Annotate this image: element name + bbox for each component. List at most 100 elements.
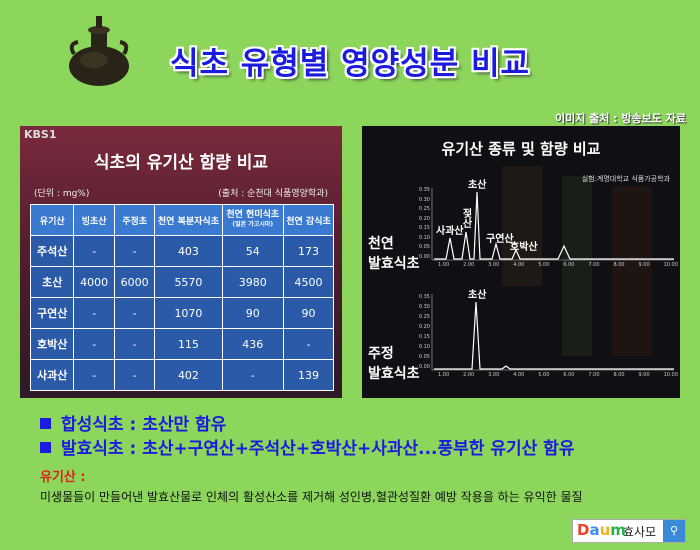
- table-row-label: 주석산: [29, 235, 75, 267]
- y-ticks-top: 0.35 0.30 0.25 0.20 0.15 0.10 0.05 0.00: [406, 186, 430, 262]
- table-header-cell: 유기산: [29, 204, 75, 236]
- table-cell: -: [73, 297, 115, 329]
- table-header-cell: 천연 감식초: [282, 204, 335, 236]
- table-row: 사과산 - - 402 - 139: [29, 359, 335, 391]
- x-tick: 3.00: [488, 262, 500, 268]
- chromatogram-title: 유기산 종류 및 함량 비교: [441, 140, 601, 158]
- y-tick: 0.15: [418, 334, 430, 340]
- table-header-cell: 주정초: [113, 204, 156, 236]
- table-cell: 90: [221, 297, 284, 329]
- table-cell: 403: [154, 235, 223, 267]
- table-cell: -: [113, 359, 156, 391]
- image-source: 이미지 출처 : 방송보도 자료: [554, 112, 686, 125]
- y-tick: 0.00: [418, 253, 430, 260]
- table-row-label: 사과산: [29, 359, 75, 391]
- x-tick: 5.00: [538, 372, 550, 378]
- bullet-text: 발효식초 : 초산+구연산+주석산+호박산+사과산...풍부한 유기산 함유: [61, 439, 575, 459]
- table-cell: 6000: [113, 266, 156, 298]
- x-ticks-bottom: 1.00 2.00 3.00 4.00 5.00 6.00 7.00 8.00 9.00 10.0…: [438, 372, 678, 378]
- y-tick: 0.35: [418, 187, 430, 193]
- table-cell: -: [73, 235, 115, 267]
- table-cell: -: [73, 328, 115, 360]
- y-tick: 0.20: [418, 215, 430, 222]
- y-tick: 0.10: [418, 344, 430, 350]
- alcohol-label-line1: 주정: [368, 346, 394, 362]
- page-title: 식초 유형별 영양성분 비교: [169, 46, 531, 82]
- x-tick: 6.00: [563, 372, 575, 378]
- table-cell: 1070: [154, 297, 223, 329]
- bullet-synthetic-vinegar: 합성식초 : 초산만 함유: [40, 410, 226, 435]
- y-tick: 0.05: [418, 354, 430, 360]
- peak-label-lactic: 젖산: [460, 208, 471, 228]
- search-icon[interactable]: ⚲: [663, 520, 685, 542]
- y-tick: 0.30: [418, 304, 430, 310]
- cafe-name: 효사모: [623, 525, 657, 539]
- daum-cafe-logo[interactable]: Daum 효사모 ⚲: [572, 519, 686, 543]
- peak-label-malic: 사과산: [436, 226, 464, 237]
- natural-vinegar-trace: [434, 191, 674, 260]
- bullet-square-icon: [40, 442, 51, 453]
- x-tick: 8.00: [613, 262, 625, 268]
- y-tick: 0.35: [418, 294, 430, 300]
- peak-label-citric: 구연산: [486, 234, 514, 245]
- broadcaster-logo: KBS1: [24, 128, 57, 141]
- alcohol-vinegar-trace: [434, 301, 674, 370]
- table-cell: -: [221, 359, 284, 391]
- x-tick: 9.00: [638, 262, 650, 268]
- table-cell: 115: [154, 328, 223, 360]
- x-tick: 6.00: [563, 262, 575, 268]
- table-cell: 402: [154, 359, 223, 391]
- x-tick: 3.00: [488, 372, 500, 378]
- table-header-text: 천연 현미식초: [226, 210, 280, 220]
- x-tick: 2.00: [463, 262, 475, 268]
- organic-acid-table-panel: KBS1 식초의 유기산 함량 비교 (단위 : mg%) (출처 : 순천대 …: [20, 126, 342, 398]
- table-header-cell: 천연 현미식초 (일본 가고시마): [221, 204, 284, 236]
- table-cell: 4500: [282, 266, 335, 298]
- y-ticks-bottom: 0.35 0.30 0.25 0.20 0.15 0.10 0.05 0.00: [406, 292, 430, 372]
- table-cell: -: [73, 359, 115, 391]
- table-cell: 4000: [73, 266, 115, 298]
- x-tick: 9.00: [638, 372, 650, 378]
- table-row-label: 초산: [29, 266, 75, 298]
- peak-label-succinic: 호박산: [510, 242, 538, 253]
- bullet-square-icon: [40, 418, 51, 429]
- table-row-label: 구연산: [29, 297, 75, 329]
- table-cell: 5570: [154, 266, 223, 298]
- y-tick: 0.00: [418, 364, 430, 370]
- table-row-label: 호박산: [29, 328, 75, 360]
- y-tick: 0.30: [418, 196, 430, 203]
- definition-text: 미생물들이 만들어낸 발효산물로 인체의 활성산소를 제거해 성인병,혈관성질환…: [40, 490, 583, 504]
- table-title: 식초의 유기산 함량 비교: [93, 153, 269, 173]
- chromatogram-graphic: [431, 166, 674, 371]
- bullet-fermented-vinegar: 발효식초 : 초산+구연산+주석산+호박산+사과산...풍부한 유기산 함유: [40, 434, 574, 459]
- natural-label-line2: 발효식초: [368, 256, 420, 272]
- table-cell: 54: [221, 235, 284, 267]
- table-cell: -: [282, 328, 335, 360]
- organic-acid-table: 유기산 빙초산 주정초 천연 복분자식초 천연 현미식초 (일본 가고시마) 천연…: [29, 204, 335, 391]
- bullet-text: 합성식초 : 초산만 함유: [61, 415, 227, 435]
- natural-label-line1: 천연: [368, 236, 394, 252]
- definition-term: 유기산 :: [40, 470, 86, 485]
- table-cell: 436: [221, 328, 284, 360]
- x-tick: 10.00: [663, 372, 678, 378]
- y-tick: 0.25: [418, 314, 430, 320]
- table-row: 호박산 - - 115 436 -: [29, 328, 335, 360]
- y-tick: 0.15: [418, 225, 430, 231]
- y-tick: 0.25: [418, 206, 430, 212]
- vinegar-jar-image: [69, 16, 129, 86]
- x-tick: 8.00: [613, 372, 625, 378]
- table-row: 주석산 - - 403 54 173: [29, 235, 335, 267]
- x-tick: 1.00: [438, 372, 450, 378]
- table-cell: 139: [282, 359, 335, 391]
- y-tick: 0.10: [418, 234, 430, 241]
- x-tick: 1.00: [438, 262, 450, 268]
- peak-label-acetic: 초산: [468, 180, 487, 191]
- alcohol-label-line2: 발효식초: [368, 366, 420, 382]
- table-header-cell: 천연 복분자식초: [154, 204, 223, 236]
- chromatogram-source: 실험:계명대학교 식품가공학과: [581, 175, 670, 183]
- table-cell: 90: [282, 297, 335, 329]
- table-source: (출처 : 순천대 식품영양학과): [218, 189, 328, 199]
